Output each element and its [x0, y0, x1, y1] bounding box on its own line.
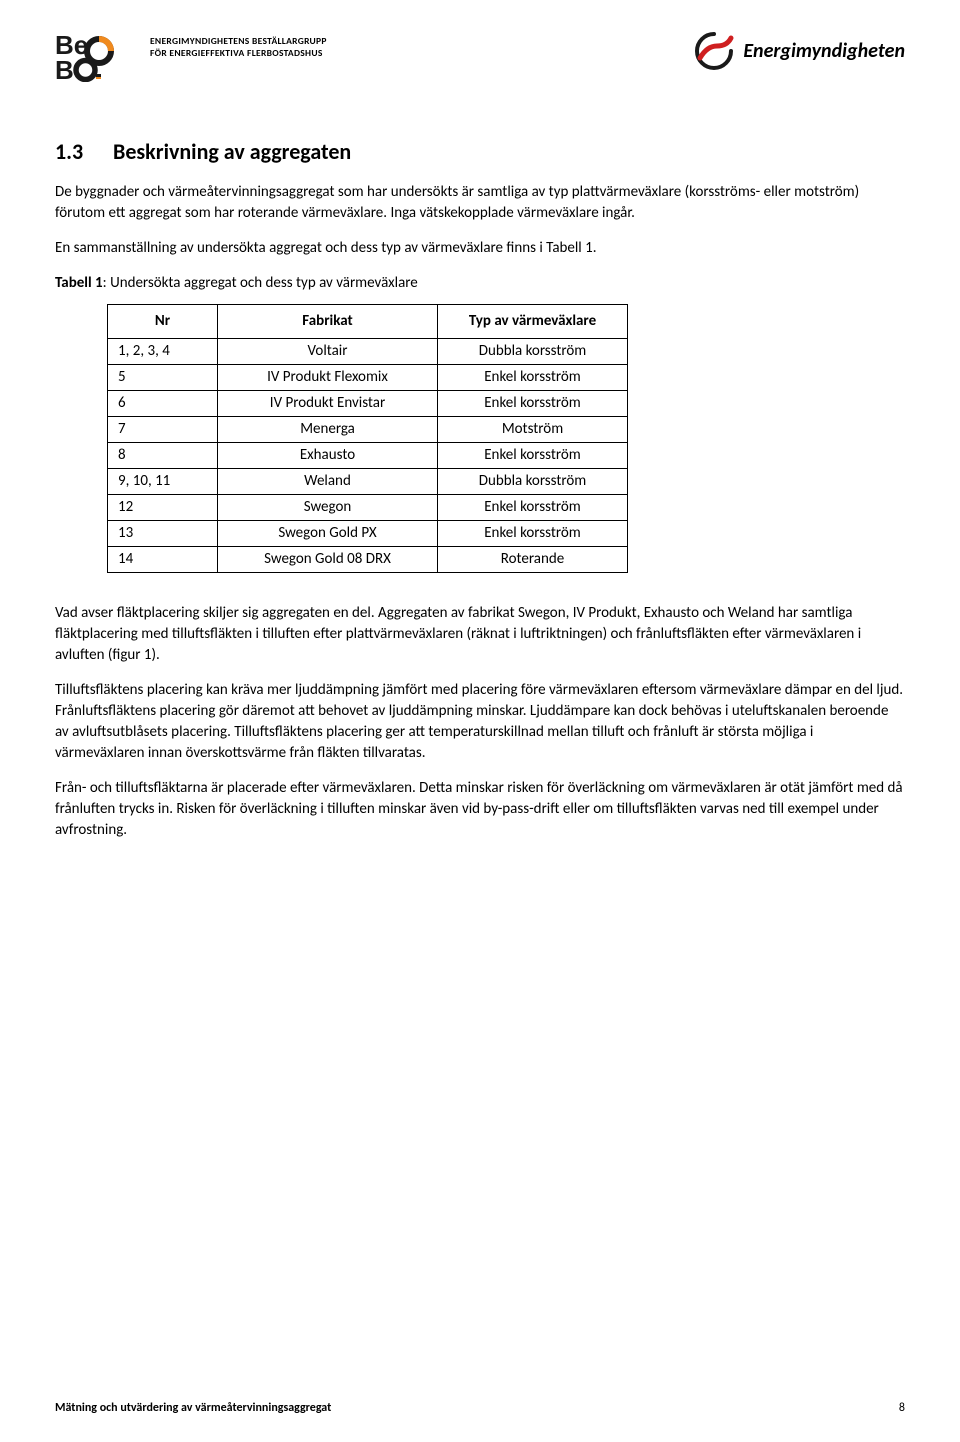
cell-typ: Enkel korsström: [438, 390, 628, 416]
cell-nr: 6: [108, 390, 218, 416]
cell-fabrikat: Swegon: [218, 494, 438, 520]
page-footer: Mätning och utvärdering av värmeåtervinn…: [55, 1400, 905, 1417]
bebo-subtitle: ENERGIMYNDIGHETENS BESTÄLLARGRUPP FÖR EN…: [150, 30, 327, 60]
cell-fabrikat: IV Produkt Envistar: [218, 390, 438, 416]
cell-nr: 12: [108, 494, 218, 520]
table-row: 14Swegon Gold 08 DRXRoterande: [108, 546, 628, 572]
cell-fabrikat: Exhausto: [218, 442, 438, 468]
cell-typ: Motström: [438, 416, 628, 442]
cell-typ: Enkel korsström: [438, 442, 628, 468]
table-header-row: Nr Fabrikat Typ av värmeväxlare: [108, 304, 628, 338]
cell-typ: Enkel korsström: [438, 364, 628, 390]
cell-nr: 1, 2, 3, 4: [108, 338, 218, 364]
cell-typ: Dubbla korsström: [438, 468, 628, 494]
cell-nr: 13: [108, 520, 218, 546]
paragraph-1: De byggnader och värmeåtervinningsaggreg…: [55, 182, 905, 224]
table-row: 12SwegonEnkel korsström: [108, 494, 628, 520]
energimyndigheten-logo: [693, 30, 735, 72]
cell-fabrikat: IV Produkt Flexomix: [218, 364, 438, 390]
paragraph-2: En sammanställning av undersökta aggrega…: [55, 238, 905, 259]
svg-text:B: B: [55, 55, 74, 82]
table-caption-bold: Tabell 1: [55, 274, 103, 292]
table-row: 9, 10, 11WelandDubbla korsström: [108, 468, 628, 494]
table-row: 5IV Produkt FlexomixEnkel korsström: [108, 364, 628, 390]
cell-nr: 7: [108, 416, 218, 442]
cell-nr: 14: [108, 546, 218, 572]
cell-fabrikat: Menerga: [218, 416, 438, 442]
cell-fabrikat: Voltair: [218, 338, 438, 364]
cell-typ: Roterande: [438, 546, 628, 572]
section-heading: 1.3Beskrivning av aggregaten: [55, 137, 905, 168]
cell-fabrikat: Weland: [218, 468, 438, 494]
aggregate-table: Nr Fabrikat Typ av värmeväxlare 1, 2, 3,…: [107, 304, 628, 573]
col-typ: Typ av värmeväxlare: [438, 304, 628, 338]
cell-nr: 8: [108, 442, 218, 468]
energimyndigheten-text: Energimyndigheten: [743, 37, 905, 65]
cell-nr: 9, 10, 11: [108, 468, 218, 494]
section-number: 1.3: [55, 137, 113, 168]
footer-title: Mätning och utvärdering av värmeåtervinn…: [55, 1400, 331, 1417]
paragraph-5: Från- och tilluftsfläktarna är placerade…: [55, 778, 905, 841]
bebo-logo: Be B: [55, 30, 140, 82]
table-row: 7MenergaMotström: [108, 416, 628, 442]
header-left: Be B ENERGIMYNDIGHETENS BESTÄLLARGRUPP F…: [55, 30, 327, 82]
header-right: Energimyndigheten: [693, 30, 905, 72]
footer-page-number: 8: [899, 1400, 905, 1417]
paragraph-3: Vad avser fläktplacering skiljer sig agg…: [55, 603, 905, 666]
table-row: 8ExhaustoEnkel korsström: [108, 442, 628, 468]
cell-nr: 5: [108, 364, 218, 390]
cell-fabrikat: Swegon Gold PX: [218, 520, 438, 546]
col-nr: Nr: [108, 304, 218, 338]
bebo-subtitle-line2: FÖR ENERGIEFFEKTIVA FLERBOSTADSHUS: [150, 48, 327, 60]
cell-typ: Enkel korsström: [438, 520, 628, 546]
cell-typ: Dubbla korsström: [438, 338, 628, 364]
col-fabrikat: Fabrikat: [218, 304, 438, 338]
table-row: 6IV Produkt EnvistarEnkel korsström: [108, 390, 628, 416]
table-row: 1, 2, 3, 4VoltairDubbla korsström: [108, 338, 628, 364]
table-caption-rest: : Undersökta aggregat och dess typ av vä…: [103, 274, 418, 292]
cell-typ: Enkel korsström: [438, 494, 628, 520]
table-caption: Tabell 1: Undersökta aggregat och dess t…: [55, 273, 905, 294]
cell-fabrikat: Swegon Gold 08 DRX: [218, 546, 438, 572]
table-row: 13Swegon Gold PXEnkel korsström: [108, 520, 628, 546]
paragraph-4: Tilluftsfläktens placering kan kräva mer…: [55, 680, 905, 764]
page-header: Be B ENERGIMYNDIGHETENS BESTÄLLARGRUPP F…: [55, 30, 905, 82]
section-title: Beskrivning av aggregaten: [113, 138, 351, 165]
